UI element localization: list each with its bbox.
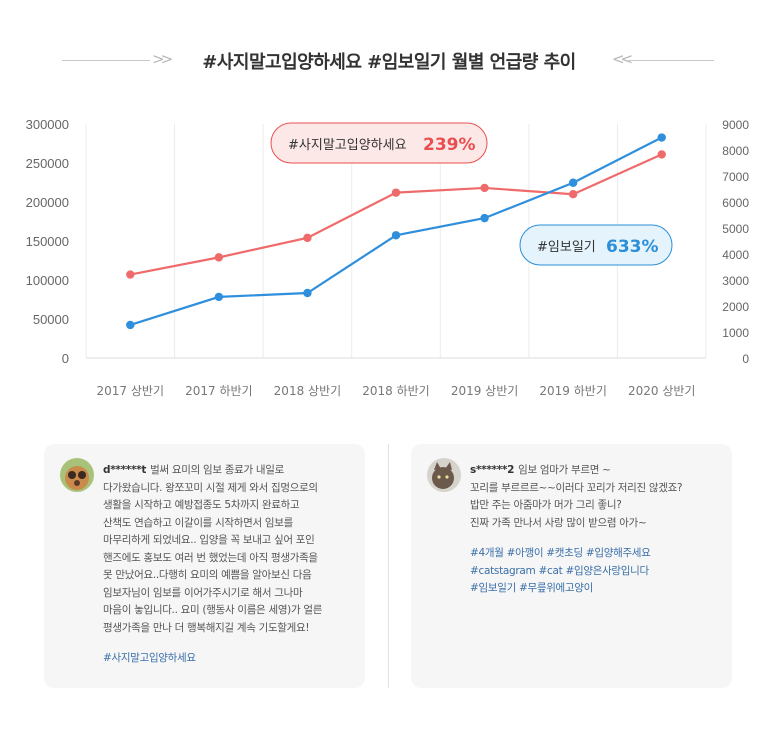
data-point (391, 188, 401, 197)
y-right-tick-label: 4000 (722, 248, 749, 262)
data-point (568, 178, 578, 187)
chevron-left-icon: << (612, 50, 633, 68)
y-right-tick-label: 7000 (722, 170, 749, 184)
callout-box (270, 122, 488, 164)
data-point (126, 320, 135, 330)
x-tick-label: 2018 하반기 (362, 384, 429, 398)
x-tick-label: 2017 하반기 (185, 384, 252, 398)
data-point (657, 133, 666, 142)
data-point (568, 190, 578, 199)
divider (388, 444, 389, 688)
title-right-line (628, 60, 714, 61)
x-tick-label: 2020 상반기 (628, 384, 695, 398)
y-right-tick-label: 8000 (722, 144, 749, 158)
line-chart: 0 50000 100000 150000 200000 250000 300000 0 100… (26, 117, 750, 398)
post-hashtags[interactable]: #사지말고입양하세요 (103, 652, 196, 664)
data-point (214, 253, 224, 262)
x-tick-label: 2018 상반기 (274, 384, 341, 398)
callout-box (519, 224, 673, 266)
callout-value: 633% (606, 237, 659, 257)
data-point (214, 292, 224, 302)
post-card-1: d******t 벌써 요미의 임보 종료가 내일로 다가왔습니다. 왕쪼꼬미 시… (44, 444, 365, 688)
callout-value: 239% (423, 135, 476, 155)
post-text: s******2 임보 엄마가 부르면 ~ 꼬리를 부르르르~~이러다 꼬리가 저… (470, 462, 720, 532)
data-point (303, 233, 312, 243)
callout-label: #임보일기 (537, 240, 596, 255)
data-point (480, 213, 489, 223)
avatar (60, 458, 94, 492)
data-point (657, 150, 666, 159)
cat-avatar-icon (427, 458, 461, 492)
y-right-tick-label: 6000 (722, 196, 749, 210)
y-left-tick-label: 300000 (26, 117, 69, 132)
y-left-tick-label: 250000 (26, 156, 69, 171)
post-body: 임보 엄마가 부르면 ~ 꼬리를 부르르르~~이러다 꼬리가 저리진 않겠죠? … (470, 464, 683, 529)
post-card-2: s******2 임보 엄마가 부르면 ~ 꼬리를 부르르르~~이러다 꼬리가 저… (411, 444, 732, 688)
x-tick-label: 2019 상반기 (451, 384, 518, 398)
title-left-line (62, 60, 150, 61)
post-hashtags[interactable]: #4개월 #아깽이 #캣초딩 #입양해주세요 #catstagram #cat … (470, 547, 651, 594)
y-right-tick-label: 5000 (722, 222, 749, 236)
x-tick-label: 2019 하반기 (539, 384, 606, 398)
post-username: d******t (103, 464, 147, 476)
x-tick-label: 2017 상반기 (97, 384, 164, 398)
chart-title: #사지말고입양하세요 #임보일기 월별 언급량 추이 (202, 52, 576, 73)
title-row: >> #사지말고입양하세요 #임보일기 월별 언급량 추이 << (0, 46, 778, 76)
chevron-right-icon: >> (152, 50, 173, 68)
y-right-tick-label: 2000 (722, 300, 749, 314)
data-point (303, 288, 312, 298)
post-username: s******2 (470, 464, 515, 476)
y-left-tick-label: 150000 (26, 234, 69, 249)
y-left-tick-label: 0 (62, 351, 69, 366)
post-text: d******t 벌써 요미의 임보 종료가 내일로 다가왔습니다. 왕쪼꼬미 시… (103, 462, 353, 637)
y-right-tick-label: 9000 (722, 118, 749, 132)
y-left-tick-label: 50000 (33, 312, 69, 327)
data-point (126, 270, 135, 279)
data-point (480, 183, 489, 193)
y-right-tick-label: 0 (742, 352, 749, 366)
data-point (391, 231, 401, 240)
post-body: 벌써 요미의 임보 종료가 내일로 다가왔습니다. 왕쪼꼬미 시절 제게 와서 … (103, 464, 323, 634)
y-right-tick-label: 1000 (722, 326, 749, 340)
avatar (427, 458, 461, 492)
dog-avatar-icon (60, 458, 94, 492)
callout-label: #사지말고입양하세요 (288, 138, 407, 153)
y-right-tick-label: 3000 (722, 274, 749, 288)
y-left-tick-label: 200000 (26, 195, 69, 210)
y-left-tick-label: 100000 (26, 273, 69, 288)
